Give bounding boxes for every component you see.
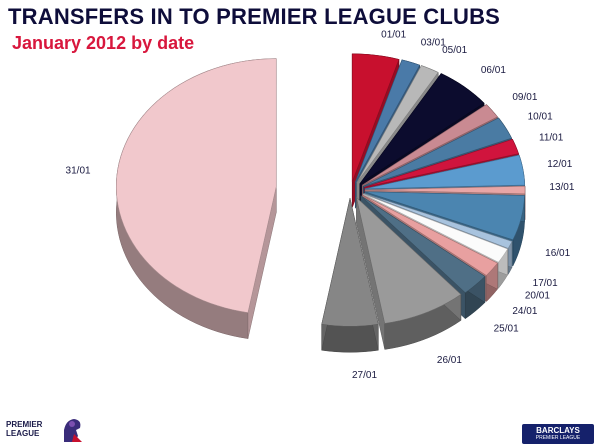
slice-label-2: 05/01 [442, 45, 467, 56]
chart-title: TRANSFERS IN TO PREMIER LEAGUE CLUBS [8, 4, 501, 29]
slice-label-12: 24/01 [512, 306, 537, 317]
slice-14 [355, 196, 462, 324]
slice-16 [115, 58, 277, 313]
slice-5 [363, 117, 513, 187]
slice-9 [364, 191, 525, 241]
slice-label-8: 13/01 [549, 182, 574, 193]
slice-label-11: 20/01 [525, 290, 550, 301]
slice-label-16: 31/01 [66, 166, 91, 177]
slice-0 [351, 53, 400, 182]
slice-label-14: 26/01 [437, 355, 462, 366]
slice-label-1: 03/01 [421, 37, 446, 48]
slice-11 [363, 193, 509, 263]
slice-7 [364, 154, 526, 190]
slice-label-7: 12/01 [547, 159, 572, 170]
league-logo-line2: LEAGUE [6, 429, 40, 438]
league-logo-line1: PREMIER [6, 420, 43, 429]
slice-12 [362, 194, 498, 276]
slice-label-13: 25/01 [494, 323, 519, 334]
sponsor-brand: BARCLAYS [536, 426, 580, 435]
slice-label-9: 16/01 [545, 248, 570, 259]
sponsor-subtitle: PREMIER LEAGUE [535, 435, 581, 441]
slice-2 [356, 65, 439, 183]
slice-6 [364, 138, 519, 188]
slice-side-15 [321, 323, 379, 353]
slice-1 [354, 59, 421, 183]
slice-15 [321, 198, 379, 327]
slice-10 [363, 193, 513, 249]
slice-label-3: 06/01 [481, 65, 506, 76]
slice-label-4: 09/01 [512, 92, 537, 103]
sponsor-logo: BARCLAYS PREMIER LEAGUE [522, 424, 594, 444]
slice-label-15: 27/01 [352, 370, 377, 381]
slice-label-5: 10/01 [528, 112, 553, 123]
slice-4 [362, 104, 498, 186]
slice-8 [364, 185, 526, 195]
slice-label-0: 01/01 [381, 30, 406, 41]
slice-3 [359, 73, 485, 185]
slice-label-10: 17/01 [533, 278, 558, 289]
slice-13 [360, 195, 486, 294]
lion-crest-icon [64, 419, 82, 442]
pie-tops [115, 53, 526, 327]
premier-league-logo: PREMIER LEAGUE [6, 420, 42, 438]
slice-label-6: 11/01 [539, 133, 564, 144]
chart-subtitle: January 2012 by date [12, 33, 195, 53]
